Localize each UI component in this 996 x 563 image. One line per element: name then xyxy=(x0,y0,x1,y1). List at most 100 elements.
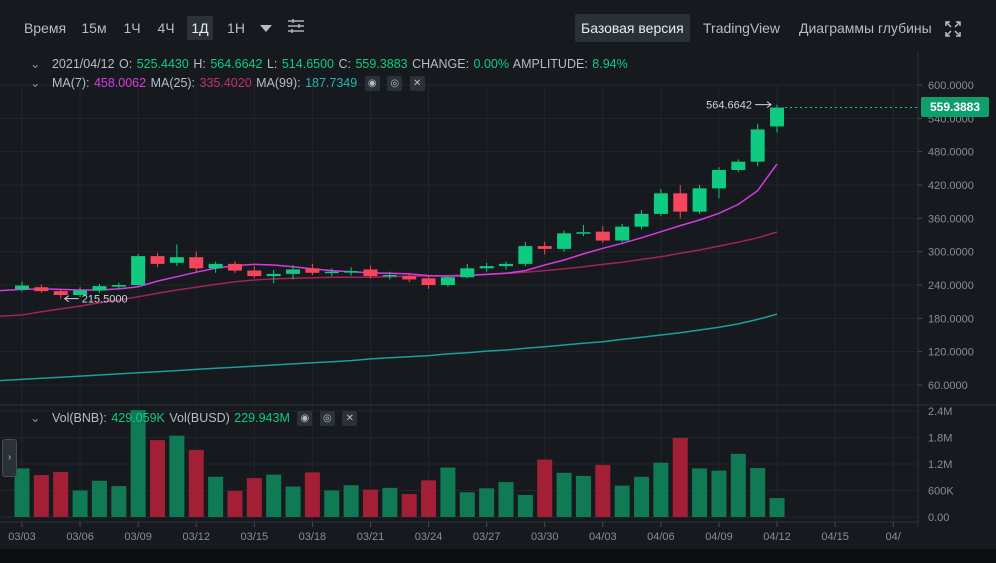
ma25-label: MA(25): xyxy=(150,76,196,90)
volume-bar xyxy=(130,410,146,517)
ma99-value: 187.7349 xyxy=(305,76,358,90)
price-tick-label: 480.0000 xyxy=(928,147,974,159)
candle-body xyxy=(615,226,630,241)
time-tick-label: 03/27 xyxy=(473,531,501,543)
candle-body xyxy=(150,256,165,264)
candle-body xyxy=(363,269,378,277)
chevron-down-icon[interactable]: ⌄ xyxy=(30,76,41,90)
ma25-value: 335.4020 xyxy=(199,76,252,90)
volume-bar xyxy=(556,472,572,517)
eye-icon[interactable]: ◉ xyxy=(364,76,380,92)
volume-bar xyxy=(653,462,669,517)
volume-bar xyxy=(614,485,630,517)
time-tick-label: 03/24 xyxy=(415,531,443,543)
volume-tick-label: 2.4M xyxy=(928,406,952,418)
candle-body xyxy=(518,246,533,264)
time-label[interactable]: Время xyxy=(23,20,67,36)
time-tick-label: 03/15 xyxy=(241,531,269,543)
low-label: L: xyxy=(266,57,278,71)
fullscreen-icon[interactable] xyxy=(943,14,965,42)
candle-body xyxy=(266,273,281,277)
volume-bar xyxy=(692,468,708,517)
volume-bar xyxy=(595,464,611,517)
chevron-down-icon[interactable]: ⌄ xyxy=(30,411,41,425)
close-icon[interactable]: ✕ xyxy=(342,411,358,427)
ma-legend: ⌄ MA(7): 458.0062 MA(25): 335.4020 MA(99… xyxy=(30,75,426,92)
indicator-settings-icon[interactable] xyxy=(284,16,308,40)
close-icon[interactable]: ✕ xyxy=(409,76,425,92)
more-intervals-dropdown-icon[interactable] xyxy=(256,16,276,40)
volume-bar xyxy=(111,486,127,517)
expand-panel-handle[interactable]: › xyxy=(2,439,17,477)
price-tick-label: 360.0000 xyxy=(928,213,974,225)
candle-body xyxy=(653,193,668,214)
time-tick-label: 04/03 xyxy=(589,531,617,543)
view-basic[interactable]: Базовая версия xyxy=(575,14,690,42)
volume-bar xyxy=(304,472,320,517)
ma99-label: MA(99): xyxy=(256,76,301,90)
volume-bar xyxy=(517,494,533,517)
price-tick-label: 420.0000 xyxy=(928,180,974,192)
volume-bar xyxy=(440,467,456,517)
volume-bar xyxy=(208,476,224,517)
candle-body xyxy=(15,285,29,290)
candle-body xyxy=(227,263,242,271)
time-tick-label: 04/06 xyxy=(647,531,675,543)
candle-body xyxy=(73,290,88,295)
candle-body xyxy=(499,263,513,267)
volume-bar xyxy=(498,482,514,517)
settings-icon[interactable]: ◎ xyxy=(387,76,403,92)
settings-icon[interactable]: ◎ xyxy=(319,411,335,427)
candle-body xyxy=(189,257,204,269)
ohlc-date: 2021/04/12 xyxy=(51,57,115,71)
volume-bar xyxy=(188,449,204,517)
volume-bar xyxy=(750,467,766,517)
time-tick-label: 03/30 xyxy=(531,531,559,543)
candle-body xyxy=(576,232,591,234)
candle-body xyxy=(169,257,184,263)
interval-1w[interactable]: 1Н xyxy=(227,20,245,36)
candle-body xyxy=(537,246,552,249)
candle-body xyxy=(479,266,494,269)
vol-bnb-value: 429.059K xyxy=(111,411,165,425)
ma7-value: 458.0062 xyxy=(93,76,147,90)
time-tick-label: 04/ xyxy=(886,531,902,543)
low-marker-arrow xyxy=(63,295,70,303)
time-tick-label: 03/06 xyxy=(66,531,94,543)
interval-4h[interactable]: 4Ч xyxy=(157,20,175,36)
view-tradingview[interactable]: TradingView xyxy=(703,20,781,36)
volume-bar xyxy=(169,435,185,517)
interval-1d[interactable]: 1Д xyxy=(187,16,213,40)
candle-body xyxy=(111,285,126,287)
ma99-line xyxy=(0,313,778,382)
interval-15m[interactable]: 15м xyxy=(81,20,107,36)
volume-bar xyxy=(382,487,398,517)
time-tick-label: 03/03 xyxy=(8,531,36,543)
high-marker-label: 564.6642 xyxy=(706,100,752,112)
candle-body xyxy=(750,129,765,162)
volume-tick-label: 1.2M xyxy=(928,459,952,471)
volume-bar xyxy=(343,485,359,517)
volume-bar xyxy=(730,453,746,517)
view-depth[interactable]: Диаграммы глубины xyxy=(799,20,932,36)
candle-body xyxy=(634,213,649,227)
eye-icon[interactable]: ◉ xyxy=(297,411,313,427)
volume-bar xyxy=(266,474,282,517)
volume-bar xyxy=(285,486,301,517)
chevron-down-icon[interactable]: ⌄ xyxy=(30,57,41,71)
volume-bar xyxy=(537,459,553,517)
candle-body xyxy=(324,271,339,274)
close-value: 559.3883 xyxy=(355,57,408,71)
time-tick-label: 04/09 xyxy=(705,531,733,543)
vol-bnb-label: Vol(BNB): xyxy=(51,411,107,425)
candle-body xyxy=(34,287,49,292)
time-tick-label: 04/15 xyxy=(821,531,849,543)
price-tick-label: 240.0000 xyxy=(928,280,974,292)
volume-bar xyxy=(672,437,688,517)
interval-1h[interactable]: 1Ч xyxy=(123,20,141,36)
candle-body xyxy=(247,270,262,277)
candle-body xyxy=(402,276,417,280)
candle-body xyxy=(692,188,707,212)
volume-bar xyxy=(324,490,340,517)
